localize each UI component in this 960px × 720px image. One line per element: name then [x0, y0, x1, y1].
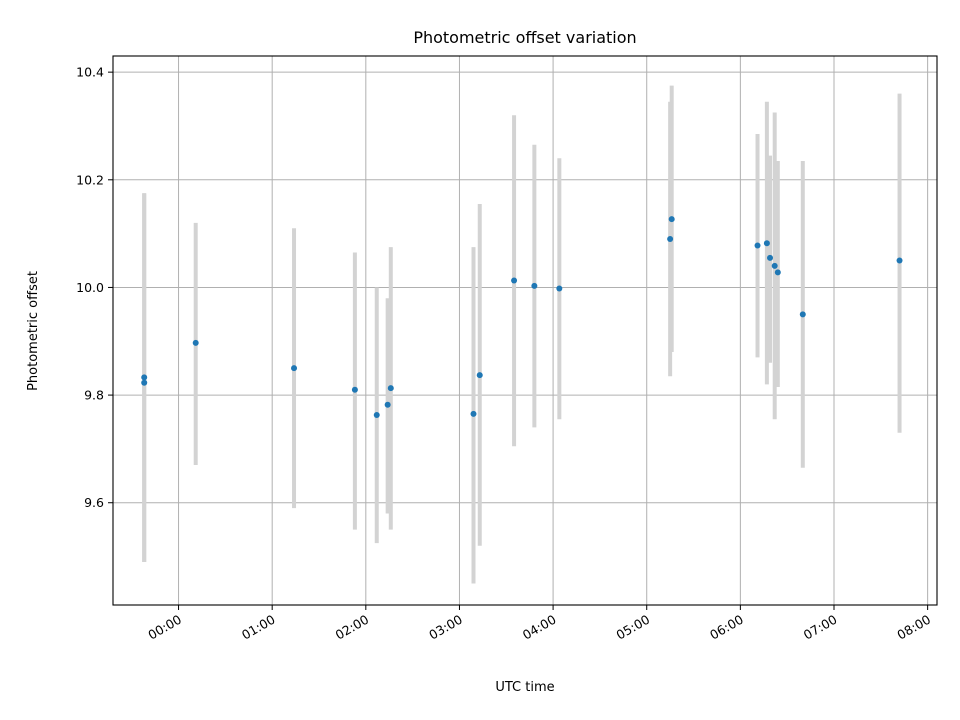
data-point: [767, 254, 774, 261]
data-point: [387, 385, 394, 392]
data-point: [667, 236, 674, 242]
y-axis-label: Photometric offset: [26, 271, 41, 391]
data-point: [141, 374, 148, 381]
y-tick-label: 9.6: [84, 495, 104, 510]
chart-title: Photometric offset variation: [413, 28, 636, 47]
x-axis-label: UTC time: [495, 680, 554, 695]
grid: [113, 56, 937, 605]
plot-frame: [112, 55, 938, 606]
data-point: [476, 372, 483, 379]
data-point: [291, 365, 298, 372]
y-tick-label: 10.4: [76, 65, 104, 80]
data-point: [192, 339, 199, 346]
data-point: [511, 277, 518, 284]
data-point: [531, 282, 538, 289]
data-point: [556, 285, 563, 292]
data-point: [141, 379, 148, 386]
data-point: [373, 412, 380, 419]
y-tick-label: 10.2: [76, 172, 104, 187]
y-tick-label: 9.8: [84, 388, 104, 403]
data-point: [668, 216, 675, 223]
data-point: [774, 269, 781, 276]
data-point: [754, 242, 761, 249]
data-point: [771, 262, 778, 269]
data-point: [470, 410, 477, 417]
y-tick-label: 10.0: [76, 280, 104, 295]
data-point: [351, 386, 358, 393]
data-point: [799, 311, 806, 318]
data-points: [141, 216, 903, 419]
y-axis-ticks: 9.6 9.8 10.0 10.2 10.4: [76, 65, 113, 510]
data-point: [763, 240, 770, 247]
data-point: [384, 401, 391, 408]
data-point: [896, 257, 903, 264]
